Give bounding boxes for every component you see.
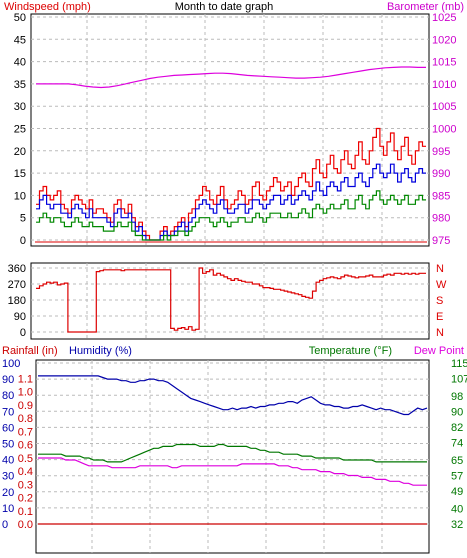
compass-tick-label: W: [436, 279, 447, 291]
humidity-tick-label: 80: [2, 390, 14, 402]
windspeed-tick-label: 25: [14, 124, 26, 136]
direction-panel-frame: [30, 262, 430, 340]
rainfall-tick-label: 0.3: [18, 479, 33, 491]
windspeed-tick-label: 45: [14, 34, 26, 46]
temperature-tick-label: 65: [451, 455, 463, 467]
barometer-ticks: 975 980 985 990 995 1000 1005 1010 1015 1020 1025: [432, 12, 456, 247]
windspeed-ticks: 0 5 10 15 20 25 30 35 40 45 50: [14, 12, 26, 247]
wind-panel-frame: [30, 13, 430, 247]
windspeed-axis-title: Windspeed (mph): [4, 1, 91, 13]
gust-series-line: [36, 127, 426, 241]
barometer-tick-label: 1000: [432, 124, 456, 136]
rainfall-tick-label: 0.1: [18, 506, 33, 518]
direction-tick-label: 0: [20, 327, 26, 339]
direction-panel-grid: [31, 263, 429, 339]
wind-panel-grid: [31, 14, 429, 246]
rainfall-axis-title: Rainfall (in): [2, 345, 58, 357]
rainfall-tick-label: 0.5: [18, 453, 33, 465]
compass-tick-label: E: [436, 311, 443, 323]
humidity-tick-label: 0: [2, 519, 8, 531]
rainfall-tick-label: 0.4: [18, 466, 33, 478]
compass-tick-label: N: [436, 327, 444, 339]
humidity-tick-label: 40: [2, 455, 14, 467]
temperature-tick-label: 49: [451, 486, 463, 498]
windspeed-tick-label: 0: [20, 235, 26, 247]
humidity-tick-label: 60: [2, 422, 14, 434]
temperature-tick-label: 32: [451, 519, 463, 531]
direction-degree-ticks: 0 90 180 270 360: [8, 263, 26, 339]
barometer-tick-label: 1020: [432, 34, 456, 46]
humidity-axis-title: Humidity (%): [69, 345, 132, 357]
humidity-series-line: [38, 375, 428, 416]
temperature-tick-label: 74: [451, 438, 463, 450]
compass-tick-label: S: [436, 295, 443, 307]
temperature-tick-label: 98: [451, 391, 463, 403]
humidity-tick-label: 50: [2, 439, 14, 451]
humidity-tick-label: 20: [2, 487, 14, 499]
temperature-tick-label: 57: [451, 471, 463, 483]
temperature-axis-title: Temperature (°F): [309, 345, 392, 357]
direction-tick-label: 360: [8, 263, 26, 275]
windspeed-tick-label: 10: [14, 190, 26, 202]
windspeed-tick-label: 50: [14, 12, 26, 24]
temperature-tick-label: 107: [451, 374, 467, 386]
dewpoint-series-line: [38, 457, 427, 486]
humidity-ticks: 0 10 20 30 40 50 60 70 80 90 100: [2, 358, 20, 531]
windspeed-tick-label: 15: [14, 168, 26, 180]
temperature-tick-label: 82: [451, 422, 463, 434]
rainfall-tick-label: 0.9: [18, 400, 33, 412]
barometer-tick-label: 975: [432, 235, 450, 247]
temperature-tick-label: 115: [451, 358, 467, 370]
humidity-tick-label: 30: [2, 471, 14, 483]
direction-panel-series: [36, 267, 426, 333]
humidity-tick-label: 70: [2, 406, 14, 418]
windspeed-tick-label: 20: [14, 146, 26, 158]
humidity-tick-label: 90: [2, 374, 14, 386]
barometer-tick-label: 1025: [432, 12, 456, 24]
humidity-tick-label: 100: [2, 358, 20, 370]
direction-tick-label: 90: [14, 311, 26, 323]
barometer-series-line: [36, 66, 426, 89]
windspeed-tick-label: 30: [14, 101, 26, 113]
rainfall-tick-label: 0.6: [18, 440, 33, 452]
dewpoint-axis-title: Dew Point: [414, 345, 464, 357]
barometer-tick-label: 980: [432, 213, 450, 225]
barometer-tick-label: 985: [432, 190, 450, 202]
humidity-tick-label: 10: [2, 503, 14, 515]
barometer-tick-label: 1005: [432, 101, 456, 113]
windspeed-tick-label: 35: [14, 79, 26, 91]
humidity-panel-grid: [36, 360, 429, 553]
rainfall-tick-label: 1.0: [18, 387, 33, 399]
direction-tick-label: 270: [8, 279, 26, 291]
direction-series-line: [36, 267, 426, 333]
compass-tick-label: N: [436, 263, 444, 275]
avgwind-series-line: [36, 163, 426, 241]
temperature-ticks: 32 40 49 57 65 74 82 90 98 107 115: [451, 358, 467, 531]
windlow-series-line: [36, 190, 426, 241]
humidity-panel-frame: [35, 359, 430, 554]
windspeed-tick-label: 5: [20, 213, 26, 225]
barometer-tick-label: 1010: [432, 79, 456, 91]
chart-title: Month to date graph: [175, 1, 273, 13]
rainfall-tick-label: 0.0: [18, 519, 33, 531]
wind-panel-series: [35, 66, 427, 243]
rainfall-tick-label: 0.7: [18, 426, 33, 438]
barometer-tick-label: 995: [432, 146, 450, 158]
windspeed-tick-label: 40: [14, 57, 26, 69]
temperature-series-line: [38, 443, 427, 463]
temperature-tick-label: 40: [451, 503, 463, 515]
rainfall-tick-label: 1.1: [18, 374, 33, 386]
barometer-tick-label: 1015: [432, 57, 456, 69]
barometer-axis-title: Barometer (mb): [387, 1, 464, 13]
rainfall-tick-label: 0.2: [18, 493, 33, 505]
direction-tick-label: 180: [8, 295, 26, 307]
barometer-tick-label: 990: [432, 168, 450, 180]
humidity-panel-series: [38, 375, 428, 525]
rainfall-tick-label: 0.8: [18, 413, 33, 425]
rainfall-ticks: 0.00.10.2 0.30.40.50.6 0.70.80.91.01.1: [18, 374, 33, 532]
temperature-tick-label: 90: [451, 406, 463, 418]
